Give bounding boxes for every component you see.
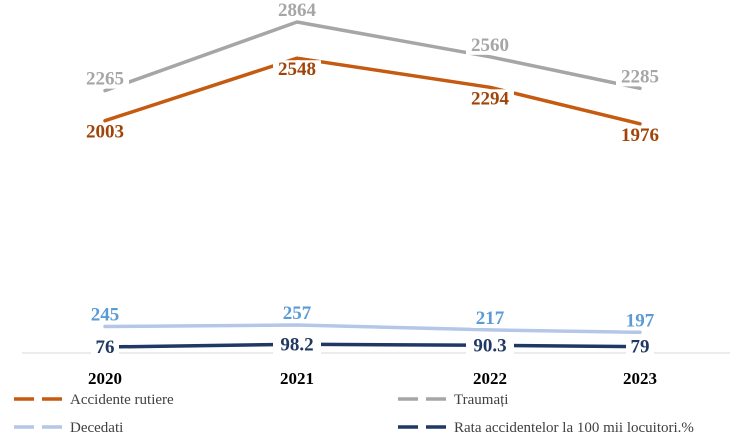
data-label-bg	[466, 336, 514, 356]
x-tick-label: 2020	[88, 369, 122, 388]
data-label-bg	[466, 35, 514, 55]
data-label: 90.3	[473, 335, 506, 356]
legend-label: Traumați	[454, 392, 508, 408]
data-label: 2560	[471, 35, 509, 56]
legend-label: Rata accidentelor la 100 mii locuitori.%	[454, 420, 694, 436]
legend-label: Decedati	[70, 420, 123, 436]
legend-item: Decedati	[14, 420, 123, 436]
data-label: 2548	[278, 59, 316, 80]
data-label-bg	[616, 67, 664, 87]
data-label: 1976	[621, 125, 659, 146]
x-tick-label: 2022	[473, 369, 507, 388]
data-label: 257	[283, 303, 312, 324]
data-label-bg	[273, 1, 321, 20]
data-label: 2003	[86, 122, 124, 143]
data-label-bg	[86, 305, 124, 325]
legend-item: Traumați	[398, 392, 508, 408]
data-label-bg	[626, 337, 654, 357]
data-label-bg	[273, 335, 321, 355]
data-label: 197	[626, 310, 655, 331]
data-label: 79	[631, 337, 650, 358]
data-label-bg	[466, 89, 514, 109]
data-label: 217	[476, 308, 505, 329]
data-label-bg	[273, 60, 321, 80]
legend-item: Accidente rutiere	[14, 392, 174, 408]
data-label: 98.2	[280, 334, 313, 355]
x-tick-label: 2023	[623, 369, 657, 388]
data-label: 2265	[86, 69, 124, 90]
data-label-bg	[81, 122, 129, 142]
series-line-3	[103, 342, 642, 349]
legend-item: Rata accidentelor la 100 mii locuitori.%	[398, 420, 694, 436]
data-label: 245	[91, 304, 120, 325]
series-line-2	[103, 323, 642, 335]
data-label: 76	[96, 337, 115, 358]
series-line-0	[103, 56, 642, 126]
x-tick-label: 2021	[280, 369, 314, 388]
data-label: 2294	[471, 88, 510, 109]
data-label-bg	[616, 125, 664, 145]
data-label-bg	[471, 308, 509, 328]
data-label-bg	[91, 338, 119, 357]
data-label-bg	[81, 69, 129, 89]
data-label: 2285	[621, 66, 659, 87]
data-label-bg	[621, 311, 659, 331]
series-line-1	[103, 20, 642, 93]
legend-label: Accidente rutiere	[70, 392, 174, 408]
data-label: 2864	[278, 0, 317, 21]
data-label-bg	[278, 304, 316, 323]
